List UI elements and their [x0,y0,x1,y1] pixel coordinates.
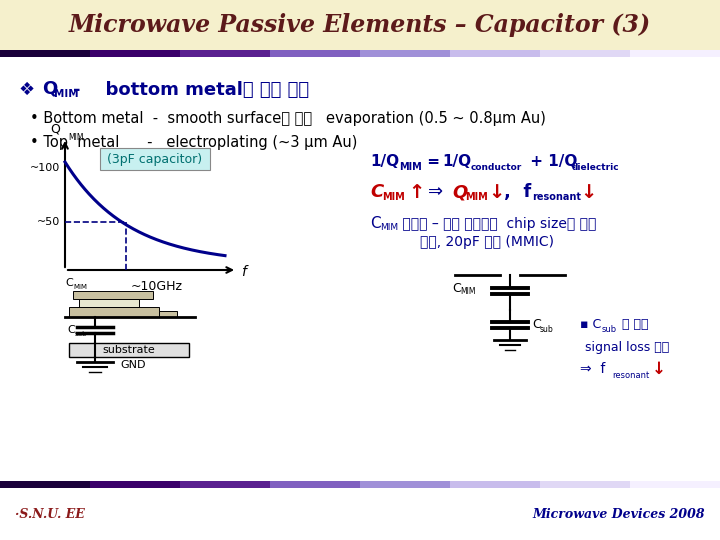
Text: MIM: MIM [399,162,422,172]
Text: C: C [65,278,73,288]
Text: 최대값 – 동작 주파수와  chip size에 의해: 최대값 – 동작 주파수와 chip size에 의해 [398,217,596,231]
Text: Microwave Devices 2008: Microwave Devices 2008 [532,509,705,522]
Text: + 1/Q: + 1/Q [525,154,577,170]
Text: 1/Q: 1/Q [370,154,399,170]
Text: GND: GND [120,360,145,370]
Text: 에 의해: 에 의해 [618,319,649,332]
Text: 제한, 20pF 이하 (MMIC): 제한, 20pF 이하 (MMIC) [420,235,554,249]
Text: dielectric: dielectric [572,163,620,172]
Text: ↓: ↓ [488,183,505,201]
Bar [180,481,270,488]
Text: MIM: MIM [73,284,87,290]
Bar [0,50,90,57]
Text: -    bottom metal에 의해 결정: - bottom metal에 의해 결정 [73,81,309,99]
Text: 1/Q: 1/Q [442,154,471,170]
Text: • Bottom metal  -  smooth surface를 위해   evaporation (0.5 ~ 0.8μm Au): • Bottom metal - smooth surface를 위해 evap… [30,111,546,125]
Bar [540,481,630,488]
Bar [90,50,180,57]
Text: sub: sub [602,325,617,334]
Bar [450,481,540,488]
Text: ↑: ↑ [408,183,424,201]
Bar [0,481,90,488]
Text: ↓: ↓ [652,360,666,378]
Bar [270,481,360,488]
Text: resonant: resonant [612,370,649,380]
Text: (3pF capacitor): (3pF capacitor) [107,152,202,165]
Text: MIM: MIM [380,224,398,233]
Text: conductor: conductor [471,163,522,172]
Text: Q: Q [452,183,467,201]
Text: C: C [67,325,75,335]
Text: C: C [532,319,541,332]
Bar [630,50,720,57]
Text: ⇒: ⇒ [428,183,443,201]
Bar [100,148,210,170]
Bar [0,0,720,50]
Text: ~50: ~50 [37,217,60,227]
Text: MIM: MIM [465,192,487,202]
Bar [450,50,540,57]
Bar [73,291,153,299]
Text: =: = [422,154,445,170]
Text: sub: sub [75,331,88,337]
Text: C: C [370,217,381,232]
Text: • Top  metal      -   electroplating (~3 μm Au): • Top metal - electroplating (~3 μm Au) [30,134,357,150]
Bar [69,307,159,317]
Text: MIM: MIM [68,133,84,142]
Text: MIM: MIM [460,287,475,296]
Text: ❖: ❖ [18,81,34,99]
Bar [180,50,270,57]
Bar [540,50,630,57]
Text: C: C [452,281,461,294]
Text: C: C [370,183,383,201]
Text: MIM: MIM [54,89,78,99]
Text: ⇒  f: ⇒ f [580,362,606,376]
Text: sub: sub [540,325,554,334]
Bar [270,50,360,57]
Bar [79,299,139,307]
Text: signal loss 발생: signal loss 발생 [585,341,670,354]
Bar [0,488,720,540]
Text: ,  f: , f [504,183,531,201]
Bar [0,57,720,481]
Text: Q: Q [42,80,58,98]
Bar [630,481,720,488]
Bar [360,481,450,488]
Text: ~10GHz: ~10GHz [131,280,183,293]
Text: ▪ C: ▪ C [580,319,601,332]
Text: substrate: substrate [103,345,156,355]
Bar [159,311,177,317]
Text: resonant: resonant [532,192,581,202]
Text: Q: Q [50,123,60,136]
Text: Microwave Passive Elements – Capacitor (3): Microwave Passive Elements – Capacitor (… [69,13,651,37]
Bar [90,481,180,488]
Bar [69,343,189,357]
Bar [360,50,450,57]
Text: ↓: ↓ [580,183,596,201]
Text: f: f [241,265,246,279]
Text: ·S.N.U. EE: ·S.N.U. EE [15,509,85,522]
Text: ~100: ~100 [30,163,60,173]
Text: MIM: MIM [382,192,405,202]
